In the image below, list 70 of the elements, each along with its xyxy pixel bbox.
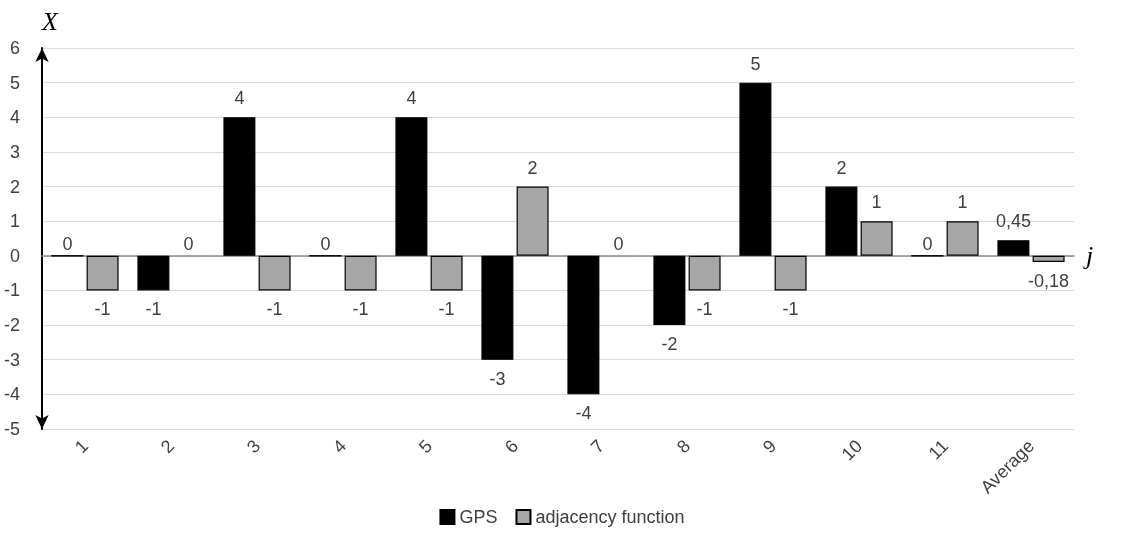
y-tick-label: 2 bbox=[9, 176, 20, 197]
bar bbox=[688, 255, 721, 291]
y-tick-label: -2 bbox=[3, 315, 20, 336]
data-label: -1 bbox=[352, 299, 369, 320]
data-label: -4 bbox=[575, 403, 592, 424]
x-axis-title: j bbox=[1083, 241, 1094, 271]
bar bbox=[1032, 255, 1065, 263]
data-label: 1 bbox=[871, 192, 882, 213]
bar bbox=[825, 186, 858, 256]
data-label: 5 bbox=[750, 53, 761, 74]
y-tick-label: -1 bbox=[3, 280, 20, 301]
legend-label: adjacency function bbox=[535, 507, 685, 527]
data-label: -1 bbox=[696, 299, 713, 320]
x-tick-label: 10 bbox=[837, 435, 867, 465]
bar bbox=[430, 255, 463, 291]
data-label: 4 bbox=[234, 88, 245, 109]
y-tick-label: -3 bbox=[3, 349, 20, 370]
data-label: -1 bbox=[438, 299, 455, 320]
y-axis-title: X bbox=[41, 6, 59, 36]
data-label: 4 bbox=[406, 88, 417, 109]
bar bbox=[567, 255, 600, 395]
bar bbox=[653, 255, 686, 326]
x-tick-label: 8 bbox=[672, 435, 695, 458]
bar bbox=[481, 255, 514, 360]
y-tick-label: -5 bbox=[3, 419, 20, 439]
data-label: 0 bbox=[183, 234, 194, 255]
bar bbox=[344, 255, 377, 291]
y-tick-label: 1 bbox=[9, 211, 20, 232]
data-label: -3 bbox=[489, 368, 506, 389]
data-label: 0 bbox=[922, 234, 933, 255]
y-tick-label: 3 bbox=[9, 141, 20, 162]
y-tick-label: 0 bbox=[9, 245, 20, 266]
x-tick-label: 2 bbox=[156, 435, 179, 458]
x-tick-label: 11 bbox=[924, 435, 953, 464]
bar bbox=[258, 255, 291, 291]
data-label: -1 bbox=[94, 299, 111, 320]
data-label: -1 bbox=[145, 299, 162, 320]
legend-label: GPS bbox=[459, 507, 498, 527]
data-label: 0 bbox=[62, 234, 73, 255]
bar bbox=[516, 186, 549, 256]
y-tick-label: -4 bbox=[3, 384, 20, 405]
x-tick-label: 6 bbox=[500, 435, 523, 458]
bar bbox=[86, 255, 119, 291]
data-label: -2 bbox=[661, 334, 678, 355]
bar bbox=[137, 255, 170, 291]
bar bbox=[774, 255, 807, 291]
data-label: 1 bbox=[957, 192, 968, 213]
y-tick-label: 6 bbox=[9, 38, 20, 58]
x-tick-label: 1 bbox=[70, 435, 93, 458]
data-label: -1 bbox=[266, 299, 283, 320]
data-label: 0 bbox=[613, 234, 624, 255]
bar bbox=[946, 221, 979, 256]
x-tick-label: 5 bbox=[414, 435, 437, 458]
y-tick-label: 5 bbox=[9, 72, 20, 93]
bar bbox=[739, 82, 772, 256]
data-label: -0,18 bbox=[1028, 271, 1070, 292]
x-tick-label: 3 bbox=[242, 435, 265, 458]
y-tick-label: 4 bbox=[9, 107, 20, 128]
data-label: 0 bbox=[320, 234, 331, 255]
x-tick-label: 4 bbox=[328, 435, 351, 458]
bar bbox=[395, 117, 428, 256]
bar bbox=[223, 117, 256, 256]
bar bbox=[997, 240, 1030, 256]
data-label: 2 bbox=[527, 157, 538, 178]
bar bbox=[860, 221, 893, 256]
data-label: 0,45 bbox=[995, 211, 1031, 232]
x-tick-label: 7 bbox=[586, 435, 609, 458]
data-label: 2 bbox=[836, 157, 847, 178]
data-label: -1 bbox=[782, 299, 799, 320]
x-tick-label: 9 bbox=[758, 435, 781, 458]
